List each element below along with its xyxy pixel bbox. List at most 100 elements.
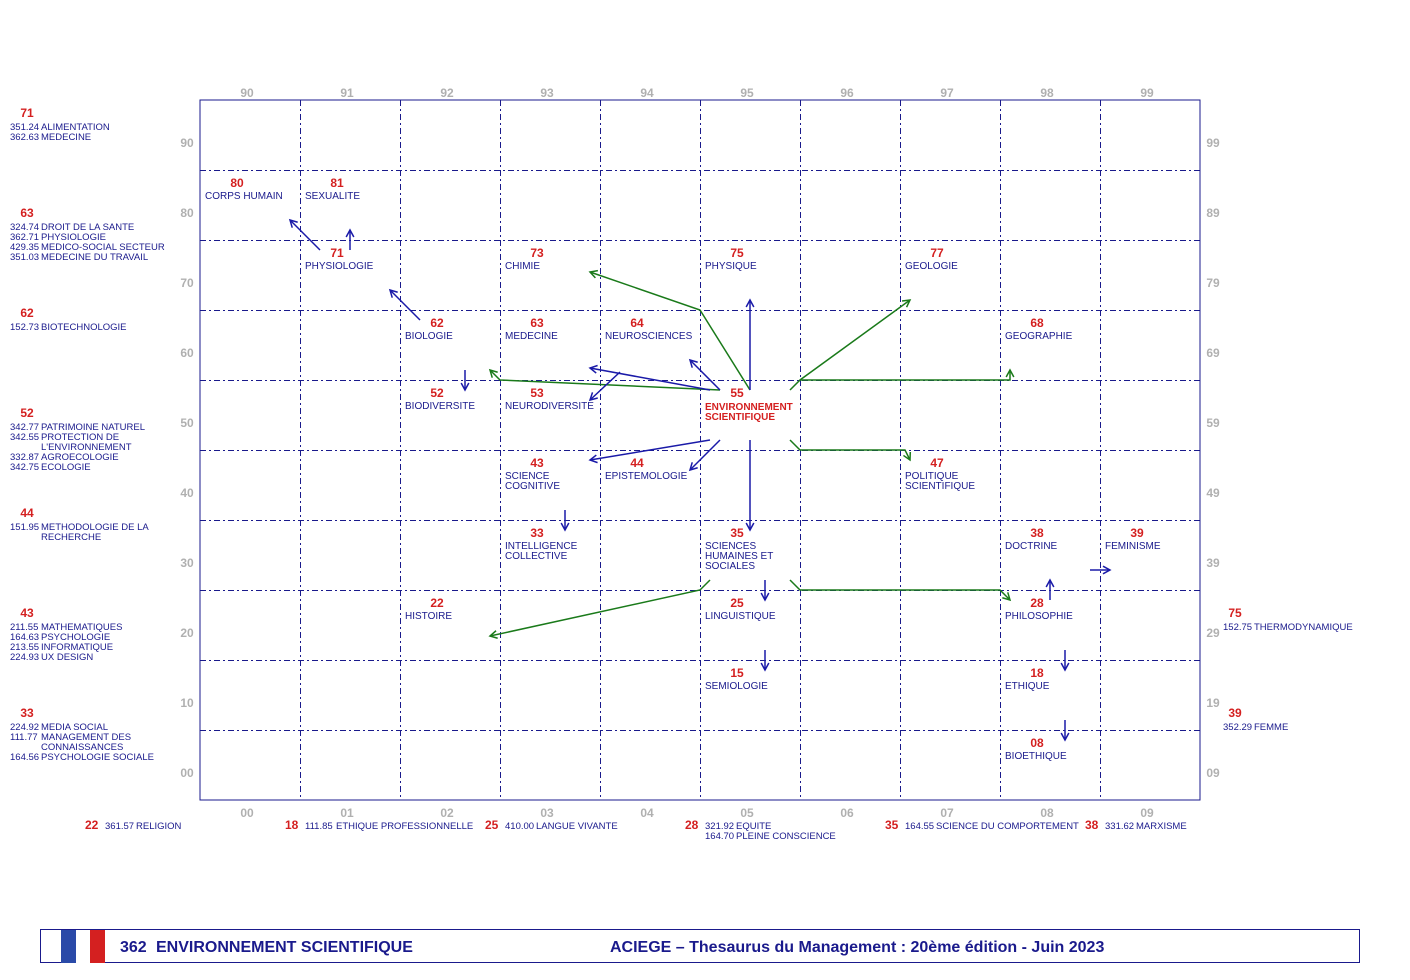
- reference-number: 429.35: [10, 242, 39, 253]
- term-label: SOCIALES: [705, 561, 755, 572]
- reference-code: 71: [20, 106, 34, 120]
- arrow-head: [488, 630, 498, 639]
- reference-block-39[interactable]: 39 352.29 FEMME: [1223, 706, 1288, 733]
- reference-block-75[interactable]: 75 152.75 THERMODYNAMIQUE: [1223, 606, 1353, 633]
- reference-number: 321.92: [705, 821, 734, 832]
- reference-number: 213.55: [10, 642, 39, 653]
- axis-bottom-label: 02: [440, 806, 454, 820]
- reference-number: 224.92: [10, 722, 39, 733]
- term-code: 81: [330, 176, 344, 190]
- term-label: BIOETHIQUE: [1005, 751, 1067, 762]
- reference-label: PATRIMOINE NATUREL: [41, 422, 145, 433]
- term-label: EPISTEMOLOGIE: [605, 471, 688, 482]
- reference-code: 43: [20, 606, 34, 620]
- axis-top-label: 91: [340, 86, 354, 100]
- term-label: BIOLOGIE: [405, 331, 453, 342]
- term-label: SCIENCES: [705, 541, 756, 552]
- reference-block-62[interactable]: 62 152.73 BIOTECHNOLOGIE: [10, 306, 127, 333]
- arrow-head: [588, 364, 598, 374]
- relation-arrow: [789, 299, 911, 391]
- bottom-reference-38[interactable]: 38 331.62 MARXISME: [1085, 818, 1187, 832]
- bottom-reference-35[interactable]: 35 164.55 SCIENCE DU COMPORTEMENT: [885, 818, 1079, 832]
- bottom-reference-18[interactable]: 18 111.85 ETHIQUE PROFESSIONNELLE: [285, 818, 473, 832]
- axis-top-label: 95: [740, 86, 754, 100]
- arrow-head: [688, 462, 698, 472]
- reference-number: 342.55: [10, 432, 39, 443]
- reference-code: 39: [1228, 706, 1242, 720]
- relation-arrow: [589, 271, 751, 391]
- term-code: 63: [530, 316, 544, 330]
- axis-bottom-label: 04: [640, 806, 654, 820]
- reference-number: 164.63: [10, 632, 39, 643]
- reference-number: 111.77: [10, 732, 38, 743]
- term-label: ETHIQUE: [1005, 681, 1050, 692]
- axis-top-label: 90: [240, 86, 254, 100]
- reference-number: 324.74: [10, 222, 39, 233]
- reference-number: 361.57: [105, 821, 134, 832]
- reference-label: MEDECINE: [41, 132, 91, 143]
- axis-top-label: 92: [440, 86, 454, 100]
- axis-bottom-label: 05: [740, 806, 754, 820]
- reference-code: 44: [20, 506, 34, 520]
- relation-arrow: [800, 370, 1011, 381]
- arrow-head: [560, 522, 570, 532]
- bottom-reference-25[interactable]: 25 410.00 LANGUE VIVANTE: [485, 818, 618, 832]
- term-label: POLITIQUE: [905, 471, 959, 482]
- reference-number: 410.00: [505, 821, 534, 832]
- term-label: GEOLOGIE: [905, 261, 958, 272]
- axis-left-label: 60: [180, 346, 194, 360]
- term-code: 80: [230, 176, 244, 190]
- axis-top-label: 97: [940, 86, 954, 100]
- bottom-reference-22[interactable]: 22 361.57 RELIGION: [85, 818, 182, 832]
- axis-right-label: 99: [1206, 136, 1220, 150]
- axis-bottom-label: 06: [840, 806, 854, 820]
- focus-term[interactable]: 55 ENVIRONNEMENT SCIENTIFIQUE: [705, 386, 793, 423]
- arrow-head: [1060, 732, 1070, 742]
- france-flag-icon: [61, 930, 106, 963]
- reference-label: MEDECINE DU TRAVAIL: [41, 252, 148, 263]
- relation-arrow: [589, 371, 621, 401]
- axis-left-label: 70: [180, 276, 194, 290]
- term-label: PHYSIOLOGIE: [305, 261, 374, 272]
- axis-left-label: 30: [180, 556, 194, 570]
- reference-number: 362.63: [10, 132, 39, 143]
- right-references: 75 152.75 THERMODYNAMIQUE 39 352.29 FEMME: [1223, 606, 1353, 733]
- term-label: SCIENTIFIQUE: [905, 481, 975, 492]
- term-code: 47: [930, 456, 944, 470]
- arrow-head: [745, 298, 755, 308]
